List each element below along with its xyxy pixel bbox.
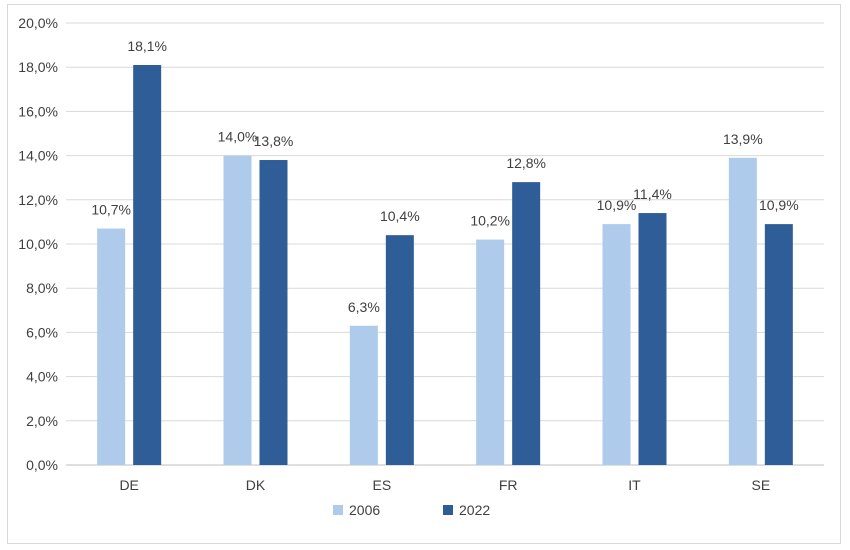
bar-chart: 0,0% 2,0% 4,0% 6,0% 8,0% 10,0% 12,0% 14,0% 16,0%… bbox=[18, 15, 824, 518]
y-tick-label: 2,0% bbox=[26, 413, 58, 429]
data-label: 11,4% bbox=[633, 186, 672, 202]
bar-2022-ES bbox=[385, 235, 414, 465]
legend-swatch-2006 bbox=[333, 505, 343, 515]
bar-2022-FR bbox=[512, 182, 541, 465]
y-tick-label: 18,0% bbox=[18, 59, 58, 75]
x-tick-label: FR bbox=[499, 477, 518, 493]
bars bbox=[97, 64, 793, 466]
y-tick-label: 6,0% bbox=[26, 324, 58, 340]
y-tick-label: 0,0% bbox=[26, 457, 58, 473]
x-tick-label: IT bbox=[628, 477, 641, 493]
bar-2006-FR bbox=[476, 239, 505, 465]
x-tick-label: DK bbox=[246, 477, 266, 493]
legend-label: 2022 bbox=[459, 502, 490, 518]
bar-2006-ES bbox=[349, 325, 378, 465]
data-label: 12,8% bbox=[506, 155, 546, 171]
bar-2022-DE bbox=[133, 64, 162, 466]
bar-2022-SE bbox=[764, 224, 793, 465]
y-tick-label: 12,0% bbox=[18, 192, 58, 208]
x-tick-label: DE bbox=[119, 477, 138, 493]
bar-2006-DK bbox=[223, 155, 252, 465]
legend-label: 2006 bbox=[349, 502, 380, 518]
y-axis: 0,0% 2,0% 4,0% 6,0% 8,0% 10,0% 12,0% 14,0% 16,0%… bbox=[18, 15, 58, 473]
legend-swatch-2022 bbox=[443, 505, 453, 515]
bar-2006-DE bbox=[97, 228, 126, 465]
data-label: 10,9% bbox=[759, 197, 799, 213]
data-label: 10,7% bbox=[91, 202, 131, 218]
bar-2006-SE bbox=[728, 157, 757, 465]
legend: 2006 2022 bbox=[333, 502, 490, 518]
y-tick-label: 14,0% bbox=[18, 148, 58, 164]
data-label: 10,4% bbox=[380, 208, 420, 224]
data-label: 10,9% bbox=[597, 197, 637, 213]
data-label: 13,8% bbox=[254, 133, 294, 149]
x-tick-label: ES bbox=[372, 477, 391, 493]
data-label: 14,0% bbox=[218, 129, 258, 145]
gridlines bbox=[66, 22, 824, 466]
data-label: 6,3% bbox=[348, 299, 380, 315]
y-tick-label: 10,0% bbox=[18, 236, 58, 252]
x-tick-label: SE bbox=[751, 477, 770, 493]
x-axis: DE DK ES FR IT SE bbox=[119, 477, 770, 493]
bar-2006-IT bbox=[602, 224, 631, 465]
y-tick-label: 16,0% bbox=[18, 103, 58, 119]
data-label: 18,1% bbox=[127, 38, 167, 54]
y-tick-label: 8,0% bbox=[26, 280, 58, 296]
y-tick-label: 20,0% bbox=[18, 15, 58, 31]
bar-2022-DK bbox=[259, 160, 288, 465]
data-labels: 10,7% 18,1% 14,0%13,8% 6,3% 10,4% 10,2% 12,8% 1… bbox=[91, 38, 798, 315]
data-label: 13,9% bbox=[723, 131, 763, 147]
bar-2022-IT bbox=[638, 213, 667, 465]
data-label: 10,2% bbox=[470, 213, 510, 229]
chart-frame: 0,0% 2,0% 4,0% 6,0% 8,0% 10,0% 12,0% 14,0% 16,0%… bbox=[7, 4, 841, 544]
y-tick-label: 4,0% bbox=[26, 369, 58, 385]
